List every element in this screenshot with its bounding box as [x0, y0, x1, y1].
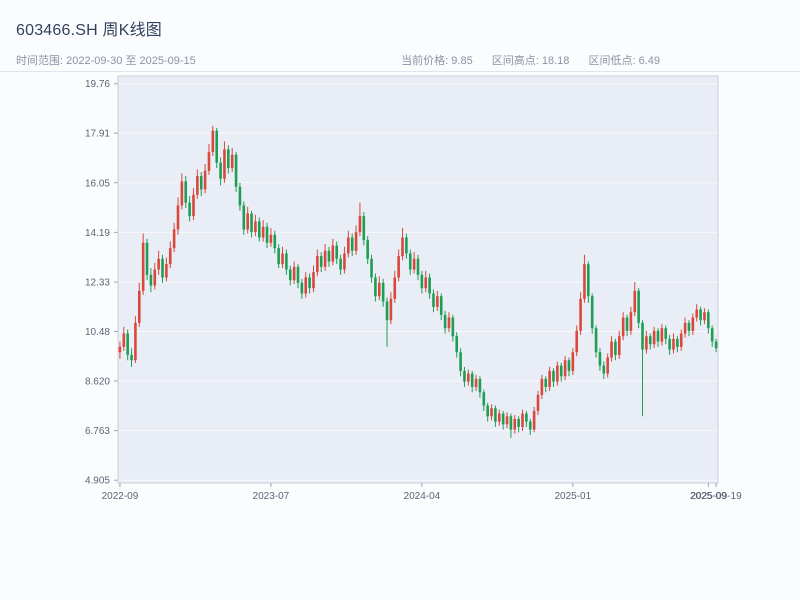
header-divider	[0, 71, 800, 72]
svg-text:16.05: 16.05	[85, 178, 110, 189]
svg-text:19.76: 19.76	[85, 79, 110, 90]
price-stats: 当前价格: 9.85 区间高点: 18.18 区间低点: 6.49	[385, 52, 660, 68]
svg-text:12.33: 12.33	[85, 278, 110, 289]
range-high-stat: 区间高点: 18.18	[491, 55, 570, 67]
svg-text:2023-07: 2023-07	[253, 491, 290, 502]
svg-text:8.620: 8.620	[85, 377, 110, 388]
svg-text:6.763: 6.763	[85, 426, 110, 437]
svg-text:4.905: 4.905	[85, 476, 110, 487]
svg-text:2025-09-19: 2025-09-19	[690, 491, 742, 502]
svg-text:17.91: 17.91	[85, 129, 110, 140]
svg-text:2022-09: 2022-09	[102, 491, 139, 502]
svg-text:2025-01: 2025-01	[554, 491, 591, 502]
svg-text:10.48: 10.48	[85, 327, 110, 338]
candlestick-chart: 19.76 17.91 16.05 14.19 12.33 10.48 8.620 6.763…	[85, 75, 742, 502]
range-low-stat: 区间低点: 6.49	[588, 55, 660, 67]
page-title: 603466.SH 周K线图	[16, 22, 162, 39]
subtitle-row: 时间范围: 2022-09-30 至 2025-09-15 当前价格: 9.85…	[16, 52, 784, 68]
svg-text:2024-04: 2024-04	[404, 491, 441, 502]
date-range-label: 时间范围: 2022-09-30 至 2025-09-15	[16, 55, 196, 67]
svg-text:14.19: 14.19	[85, 228, 110, 239]
svg-text:2025-09: 2025-09	[690, 491, 727, 502]
current-price-stat: 当前价格: 9.85	[401, 55, 473, 67]
